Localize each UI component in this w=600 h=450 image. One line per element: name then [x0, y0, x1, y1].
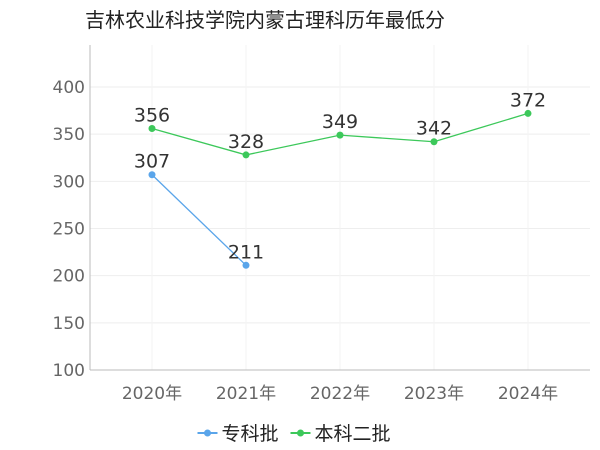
data-label: 349 [322, 111, 358, 133]
data-point [242, 151, 250, 159]
data-label: 342 [416, 118, 452, 140]
y-tick-label: 300 [53, 172, 85, 192]
data-label: 211 [228, 241, 264, 263]
data-point [524, 109, 532, 117]
y-tick-label: 100 [53, 361, 85, 381]
data-point [430, 138, 438, 146]
data-point [242, 261, 250, 269]
y-tick-label: 400 [53, 78, 85, 98]
x-tick-label: 2022年 [310, 384, 370, 404]
y-tick-label: 150 [53, 314, 85, 334]
data-label: 356 [134, 105, 170, 127]
chart-title: 吉林农业科技学院内蒙古理科历年最低分 [85, 8, 445, 32]
x-tick-label: 2020年 [122, 384, 182, 404]
x-tick-label: 2024年 [498, 384, 558, 404]
x-tick-label: 2023年 [404, 384, 464, 404]
x-tick-label: 2021年 [216, 384, 276, 404]
y-tick-label: 200 [53, 267, 85, 287]
data-point [336, 131, 344, 139]
legend-marker[interactable] [204, 429, 211, 437]
data-label: 307 [134, 151, 170, 173]
legend-label[interactable]: 专科批 [222, 423, 279, 445]
data-label: 372 [510, 89, 546, 111]
series-line [151, 174, 247, 266]
y-tick-label: 350 [53, 125, 85, 145]
y-tick-label: 250 [53, 220, 85, 240]
data-label: 328 [228, 131, 264, 153]
data-point [148, 171, 156, 179]
legend-label[interactable]: 本科二批 [315, 423, 391, 445]
legend-marker[interactable] [297, 429, 304, 437]
data-point [148, 125, 156, 133]
